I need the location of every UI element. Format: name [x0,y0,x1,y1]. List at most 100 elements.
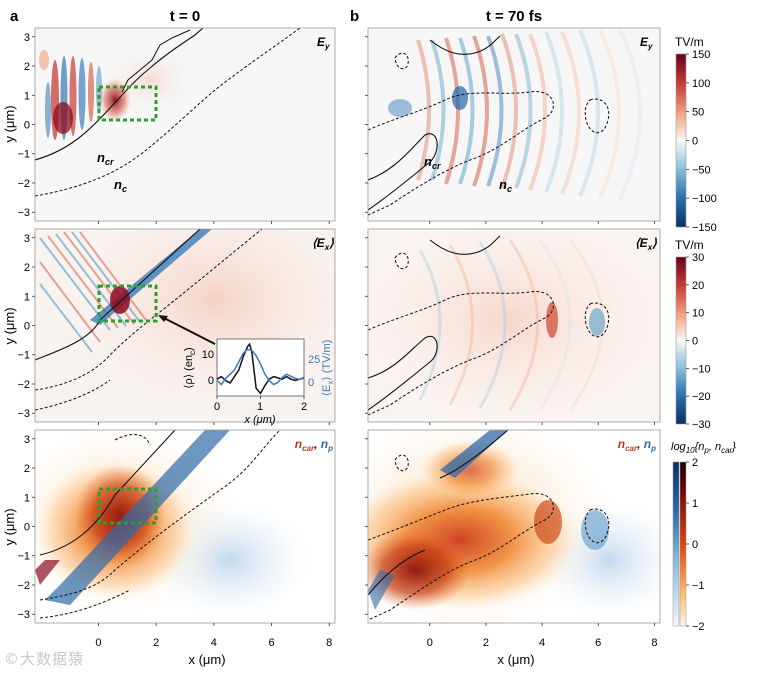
xtick-label-a-0: 0 [95,637,101,649]
column-title-b: t = 70 fs [486,8,542,25]
colorbar-1-tick-label-2: 10 [692,308,704,320]
ytick-label-r0-1: 2 [24,61,30,73]
ytick-label-r1-2: 1 [24,291,30,303]
inset-right-tick-0: 0 [308,377,314,389]
xtick-label-a-1: 2 [153,637,159,649]
ytick-label-r0-2: 1 [24,90,30,102]
colorbar-density-title: log10{np, ncar} [671,441,736,455]
xtick-label-b-4: 8 [651,637,657,649]
roi-box-density [97,487,158,525]
panel-b-density: ncar, np [367,429,661,624]
inset-left-tick-1: 10 [202,349,214,361]
panel-label-b: b [350,8,359,25]
panel-b-ey: Ey ncr nc [367,27,661,222]
colorbar-1-tick-label-4: −10 [692,363,711,375]
ytick-label-r1-5: −2 [17,379,30,391]
roi-box [97,85,158,122]
colorbar-2-tick-label-3: −1 [692,580,705,592]
ytick-label-r0-6: −3 [17,207,30,219]
xtick-label-b-1: 2 [483,637,489,649]
inset-left-tick-0: 0 [208,375,214,387]
xtick-label-a-3: 6 [268,637,274,649]
colorbar-1-tick-label-0: 30 [692,252,704,264]
density-label-a: ncar, np [295,437,333,453]
ytick-label-r1-1: 2 [24,262,30,274]
panel-a-ey: Ey ncr nc [34,27,336,222]
y-axis-label-row2: y (μm) [2,508,17,545]
ytick-label-r0-4: −1 [17,149,30,161]
ytick-label-r2-4: −1 [17,551,30,563]
ytick-label-r1-4: −1 [17,350,30,362]
nc-label-b: nc [499,177,512,194]
ytick-label-r2-6: −3 [17,609,30,621]
panel-a-density: ncar, np [34,429,336,624]
inset-profile: 0 1 2 x (μm) 0 10 0 25 ⟨ρ⟩ (enc) ⟨Ex⟩ (T… [183,338,335,426]
colorbar-1-tick-label-5: −20 [692,391,711,403]
ncr-label-b: ncr [424,154,441,171]
inset-plot-area [216,342,305,399]
colorbar-0-tick-label-6: −150 [692,222,717,234]
inset-xtick-2: 2 [301,401,307,413]
inset-series-rho [216,342,305,395]
inset-xlabel: x (μm) [243,414,275,426]
xtick-label-b-2: 4 [539,637,545,649]
inset-left-label: ⟨ρ⟩ (enc) [183,347,197,388]
ytick-label-r2-2: 1 [24,492,30,504]
xtick-label-b-3: 6 [595,637,601,649]
ytick-label-r2-0: 3 [24,434,30,446]
panel-b-ex: ⟨Ex⟩ [367,228,661,423]
ey-label-b: Ey [640,35,653,51]
y-axis-label-row0: y (μm) [2,105,17,142]
colorbar-1-tick-label-1: 20 [692,280,704,292]
ncr-label-a: ncr [97,150,114,167]
ytick-label-r2-3: 0 [24,522,30,534]
ytick-label-r0-0: 3 [24,32,30,44]
roi-box-ex [97,284,158,323]
colorbar-0-tick-label-4: −50 [692,164,711,176]
ytick-label-r0-5: −2 [17,178,30,190]
ytick-label-r1-6: −3 [17,408,30,420]
xtick-label-a-2: 4 [211,637,217,649]
colorbar-1-tick-label-6: −30 [692,419,711,431]
ey-label-a: Ey [317,35,330,51]
ytick-label-r2-5: −2 [17,580,30,592]
ytick-label-r1-0: 3 [24,233,30,245]
colorbar-0-tick-label-0: 150 [692,49,710,61]
ex-label-a: ⟨Ex⟩ [312,236,334,252]
ytick-label-r0-3: 0 [24,120,30,132]
y-axis-label-row1: y (μm) [2,307,17,344]
density-label-b: ncar, np [618,437,656,453]
inset-series-Ex [216,348,305,386]
colorbar-2-tick-label-1: 1 [692,498,698,510]
colorbar-0-tick-label-1: 100 [692,78,710,90]
colorbar-2-tick-label-0: 2 [692,457,698,469]
x-axis-label-a: x (μm) [188,652,225,667]
colorbar-ex-title: TV/m [675,238,704,252]
ytick-label-r2-1: 2 [24,463,30,475]
colorbar-ticks: 150100500−50−100−1503020100−10−20−30210−… [686,49,717,633]
colorbar-0-tick-label-5: −100 [692,193,717,205]
nc-label-a: nc [114,177,127,194]
inset-right-label: ⟨Ex⟩ (TV/m) [321,340,335,397]
ey-wave-arcs-b [416,29,642,201]
inset-right-tick-1: 25 [308,354,320,366]
colorbar-1-tick-label-3: 0 [692,336,698,348]
colorbar-density: log10{np, ncar} [671,441,736,627]
colorbar-2-tick-label-4: −2 [692,621,705,633]
colorbar-0-tick-label-3: 0 [692,136,698,148]
xtick-label-b-0: 0 [427,637,433,649]
panel-label-a: a [10,8,19,25]
colorbar-ey-title: TV/m [675,35,704,49]
inset-xtick-1: 1 [257,401,263,413]
watermark: ©大数据猿 [4,650,85,668]
inset-pointer-arrow [161,316,216,345]
column-title-a: t = 0 [170,8,200,25]
colorbar-0-tick-label-2: 50 [692,107,704,119]
panel-a-ex: ⟨Ex⟩ 0 1 2 x (μm) 0 10 0 25 ⟨ρ⟩ (enc) ⟨E… [34,228,336,426]
ex-label-b: ⟨Ex⟩ [635,236,657,252]
x-axis-label-b: x (μm) [497,652,534,667]
ytick-label-r1-3: 0 [24,321,30,333]
inset-xtick-0: 0 [214,401,220,413]
